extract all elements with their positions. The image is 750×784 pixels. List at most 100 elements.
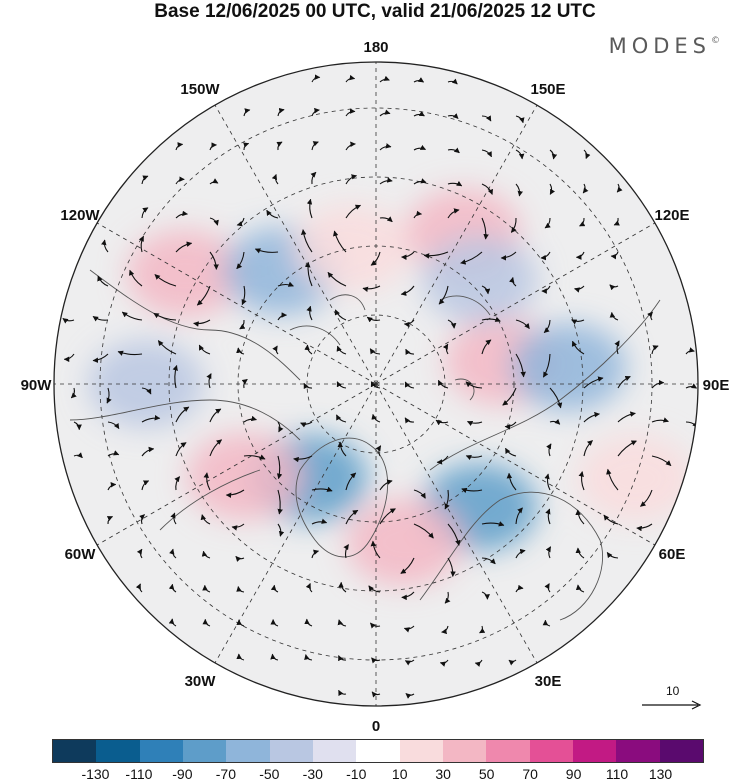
wind-vector — [610, 251, 619, 260]
wind-vector — [461, 487, 483, 494]
meridian-line — [375, 383, 656, 546]
wind-vector — [465, 454, 483, 461]
wind-vector — [305, 582, 313, 593]
wind-vector — [293, 455, 313, 463]
wind-vector — [334, 309, 347, 321]
colorbar-tick-label: 30 — [435, 766, 451, 782]
anomaly-field — [88, 188, 694, 587]
lon-label-120e: 120E — [654, 207, 690, 224]
wind-vector — [209, 142, 217, 151]
lon-label-30e: 30E — [534, 673, 562, 690]
wind-vector — [379, 216, 393, 223]
wind-vector — [311, 549, 320, 559]
wind-vector — [404, 659, 415, 666]
wind-vector — [481, 149, 492, 158]
north-america-coast — [69, 269, 301, 531]
wind-vector — [345, 204, 362, 219]
colorbar-tick-label: -130 — [81, 766, 110, 782]
wind-vector — [545, 508, 551, 525]
wind-vector — [371, 657, 381, 664]
wind-vector — [617, 440, 637, 457]
wind-vector — [107, 421, 120, 430]
wind-vector — [413, 210, 423, 219]
wind-vector — [379, 75, 390, 83]
wind-vector — [640, 489, 653, 507]
wind-vector — [174, 476, 181, 491]
wind-vector — [544, 217, 551, 229]
wind-vector — [571, 340, 585, 355]
wind-vector — [502, 387, 517, 406]
wind-vector — [574, 285, 585, 293]
wind-vector — [231, 523, 245, 531]
wind-vector — [447, 180, 463, 187]
wind-vector — [544, 583, 551, 593]
wind-vector — [63, 353, 75, 363]
wind-vector — [401, 251, 415, 260]
colorbar — [52, 739, 704, 763]
wind-vector — [139, 514, 145, 525]
wind-vectors — [62, 74, 698, 699]
wind-vector — [203, 472, 211, 491]
wind-vector — [101, 239, 109, 253]
wind-vector — [413, 489, 426, 499]
wind-vector — [175, 442, 187, 457]
wind-vector — [400, 285, 415, 296]
colorbar-swatch — [356, 740, 400, 762]
wind-vector — [609, 311, 619, 321]
wind-vector — [311, 518, 328, 525]
wind-vector — [583, 411, 600, 423]
wind-vector — [266, 209, 279, 219]
wind-vector — [614, 340, 620, 355]
wind-vector — [369, 622, 381, 629]
wind-vector — [371, 413, 381, 423]
lon-label-30w: 30W — [184, 673, 216, 690]
wind-vector — [413, 523, 434, 539]
wind-vector — [510, 217, 517, 233]
wind-vector — [447, 113, 459, 119]
wind-vector — [370, 251, 381, 266]
meridian-line — [96, 383, 377, 546]
wind-vector — [651, 379, 665, 389]
wind-vector — [379, 109, 391, 117]
wind-vector — [277, 421, 284, 433]
wind-vector — [571, 319, 585, 325]
colorbar-swatch — [226, 740, 270, 762]
wind-vector — [549, 149, 558, 160]
arctic-islands — [289, 294, 491, 401]
wind-vector — [515, 507, 523, 525]
wind-vector — [447, 319, 457, 329]
wind-vector — [97, 275, 109, 287]
wind-vector — [200, 514, 211, 525]
colorbar-swatch — [529, 740, 573, 762]
wind-vector — [241, 285, 247, 306]
wind-vector — [92, 315, 109, 322]
wind-vector — [236, 217, 245, 227]
wind-vector — [73, 452, 83, 459]
colorbar-tick-label: -30 — [302, 766, 323, 782]
wind-vector — [442, 343, 449, 355]
wind-vector — [168, 583, 177, 593]
wind-vector — [345, 141, 356, 151]
wind-vector — [575, 547, 585, 559]
wind-vector — [138, 235, 144, 253]
colorbar-tick-label: -70 — [215, 766, 236, 782]
wind-vector — [460, 251, 483, 265]
wind-vector — [444, 489, 450, 510]
wind-vector — [243, 415, 257, 423]
wind-vector — [370, 381, 381, 389]
anomaly-blob-1 — [126, 229, 243, 318]
wind-vector — [337, 619, 347, 627]
wind-vector — [209, 178, 219, 185]
lon-label-0: 0 — [371, 718, 381, 735]
wind-vector — [379, 143, 392, 151]
wind-vector — [107, 450, 120, 457]
wind-vector — [617, 375, 631, 389]
wind-vector — [175, 241, 193, 253]
colorbar-ticks: -130 -110 -90 -70 -50 -30 -10 10 30 50 70 90 110 130 — [0, 764, 750, 784]
colorbar-tick-label: 50 — [478, 766, 495, 782]
wind-vector — [153, 312, 177, 321]
wind-vector — [209, 251, 219, 270]
wind-vector — [515, 548, 526, 559]
wind-vector — [437, 379, 449, 389]
wind-vector — [202, 584, 211, 593]
